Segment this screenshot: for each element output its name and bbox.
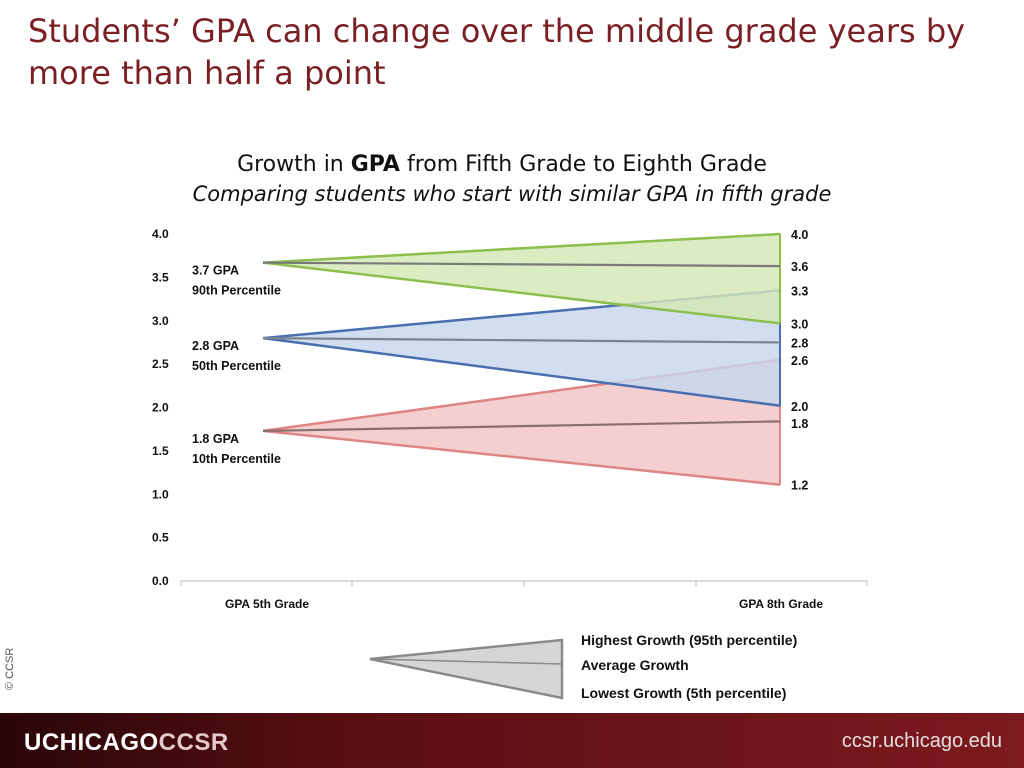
end-value-label: 2.0	[791, 400, 808, 414]
legend-highest-label: Highest Growth (95th percentile)	[581, 632, 797, 648]
chart-title-post: from Fifth Grade to Eighth Grade	[399, 152, 767, 177]
x-category-label: GPA 5th Grade	[225, 597, 309, 611]
x-category-label: GPA 8th Grade	[739, 597, 823, 611]
footer-logo-uchicago: UCHICAGO	[24, 729, 159, 756]
slide-title-line-2: more than half a point	[28, 54, 386, 92]
copyright-notice: © CCSR	[4, 647, 16, 690]
y-tick-label: 4.0	[152, 227, 169, 241]
end-value-label: 2.6	[791, 354, 808, 368]
lowest-growth-line	[262, 261, 781, 325]
series-label-gpa: 3.7 GPA	[192, 264, 239, 278]
footer-logo-ccsr: CCSR	[158, 729, 229, 756]
gpa-growth-chart: 0.0 0.5 1.0 1.5 2.0 2.5 3.0 3.5 4.0 GPA 5th Grade…	[152, 227, 868, 701]
slide-title: Students’ GPA can change over the middle…	[28, 10, 988, 94]
highest-growth-line	[262, 232, 781, 264]
lowest-growth-line	[262, 429, 781, 486]
slide-title-line-1: Students’ GPA can change over the middle…	[28, 12, 966, 50]
chart-subtitle: Comparing students who start with simila…	[192, 182, 832, 206]
end-value-label: 3.3	[791, 284, 808, 298]
legend-lowest-label: Lowest Growth (5th percentile)	[581, 685, 786, 701]
growth-range-area	[263, 359, 780, 485]
end-value-label: 1.2	[791, 479, 808, 493]
chart-heading: Growth in GPA from Fifth Grade to Eighth…	[0, 150, 1024, 208]
series-label-gpa: 2.8 GPA	[192, 339, 239, 353]
legend-triangle	[369, 638, 564, 700]
series-label-gpa: 1.8 GPA	[192, 432, 239, 446]
series-label-percentile: 10th Percentile	[192, 452, 281, 466]
y-tick-label: 2.0	[152, 401, 169, 415]
footer-logo: UCHICAGOCCSR	[24, 729, 229, 757]
footer-bar: UCHICAGOCCSR ccsr.uchicago.edu	[0, 713, 1024, 768]
lowest-growth-line	[262, 336, 781, 408]
average-growth-line	[262, 337, 781, 344]
chart-title-bold: GPA	[350, 152, 400, 177]
end-value-label: 3.6	[791, 260, 808, 274]
growth-range-area	[263, 290, 780, 406]
y-tick-label: 3.5	[152, 270, 169, 284]
chart-title-pre: Growth in	[237, 152, 351, 177]
legend-average-line	[369, 658, 563, 665]
footer-url: ccsr.uchicago.edu	[841, 730, 1002, 752]
end-value-label: 4.0	[791, 228, 808, 242]
y-tick-label: 0.0	[152, 574, 169, 588]
average-growth-line	[262, 261, 781, 268]
y-tick-label: 3.0	[152, 314, 169, 328]
series-label-percentile: 50th Percentile	[192, 359, 281, 373]
end-value-label: 1.8	[791, 417, 808, 431]
y-tick-label: 1.0	[152, 487, 169, 501]
y-tick-label: 2.5	[152, 357, 169, 371]
y-tick-label: 0.5	[152, 531, 169, 545]
average-growth-line	[262, 420, 781, 433]
y-tick-label: 1.5	[152, 444, 169, 458]
legend-average-label: Average Growth	[581, 657, 689, 673]
series-label-percentile: 90th Percentile	[192, 284, 281, 298]
end-value-label: 3.0	[791, 317, 808, 331]
chart-title: Growth in GPA from Fifth Grade to Eighth…	[0, 150, 1024, 180]
end-value-label: 2.8	[791, 336, 808, 350]
